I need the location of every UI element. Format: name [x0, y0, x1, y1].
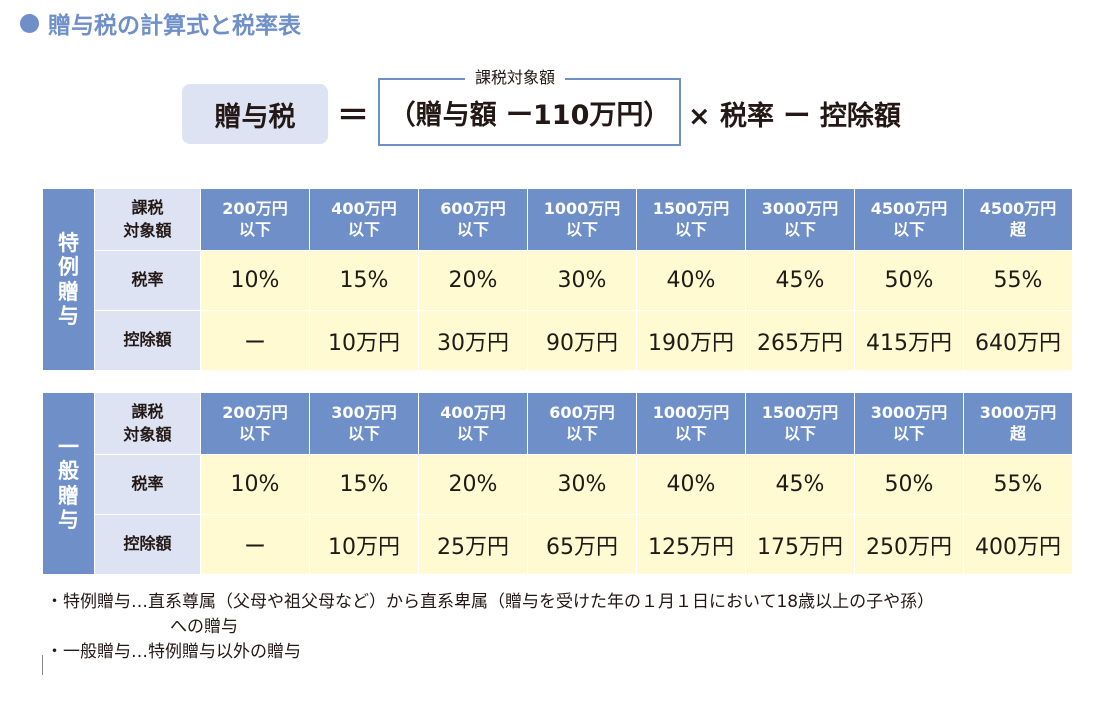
- table-side-label: 一般贈与: [42, 392, 95, 575]
- deduction-cell: 65万円: [527, 514, 637, 575]
- rate-cell: 55%: [963, 250, 1073, 311]
- rate-cell: 15%: [309, 454, 419, 515]
- bracket-cell: 1500万円 以下: [745, 392, 855, 455]
- bracket-cell: 1000万円 以下: [527, 188, 637, 251]
- bracket-cell: 1000万円 以下: [636, 392, 746, 455]
- row-label-deduction: 控除額: [94, 514, 201, 575]
- bracket-cell: 400万円 以下: [418, 392, 528, 455]
- formula-equals: ＝: [336, 96, 369, 134]
- note-general: ・一般贈与…特例贈与以外の贈与: [46, 642, 301, 662]
- bracket-cell: 1500万円 以下: [636, 188, 746, 251]
- notes: ・特例贈与…直系尊属（父母や祖父母など）から直系卑属（贈与を受けた年の１月１日に…: [46, 590, 934, 665]
- deduction-cell: 175万円: [745, 514, 855, 575]
- rate-cell: 30%: [527, 250, 637, 311]
- deduction-cell: 265万円: [745, 310, 855, 371]
- rate-cell: 50%: [854, 250, 964, 311]
- deduction-cell: 10万円: [309, 514, 419, 575]
- rate-cell: 45%: [745, 454, 855, 515]
- bracket-cell: 600万円 以下: [527, 392, 637, 455]
- rate-cell: 40%: [636, 454, 746, 515]
- rate-cell: 40%: [636, 250, 746, 311]
- note-special: ・特例贈与…直系尊属（父母や祖父母など）から直系卑属（贈与を受けた年の１月１日に…: [46, 592, 935, 612]
- deduction-cell: 190万円: [636, 310, 746, 371]
- deduction-cell: 250万円: [854, 514, 964, 575]
- bracket-cell: 3000万円超: [963, 392, 1073, 455]
- bracket-cell: 400万円 以下: [309, 188, 419, 251]
- deduction-cell: 415万円: [854, 310, 964, 371]
- taxable-expression: （贈与額 ー110万円）: [388, 99, 671, 131]
- rate-cell: 50%: [854, 454, 964, 515]
- rate-row: 税率 10% 15% 20% 30% 40% 45% 50% 55%: [43, 454, 1073, 515]
- rate-cell: 10%: [200, 250, 310, 311]
- bracket-cell: 600万円 以下: [418, 188, 528, 251]
- row-label-rate: 税率: [94, 250, 201, 311]
- deduction-cell: 10万円: [309, 310, 419, 371]
- bracket-cell: 4500万円 以下: [854, 188, 964, 251]
- bullet-icon: [20, 13, 39, 33]
- rate-cell: 20%: [418, 454, 528, 515]
- bracket-row: 特例贈与課税 対象額 200万円 以下 400万円 以下 600万円 以下 1000万円 以下 15…: [42, 188, 1073, 371]
- bracket-cell: 200万円 以下: [200, 188, 310, 251]
- bracket-cell: 3000万円 以下: [854, 392, 964, 455]
- row-label-deduction: 控除額: [94, 310, 201, 371]
- section-title: 贈与税の計算式と税率表: [20, 6, 301, 40]
- row-label-taxable: 課税 対象額: [94, 392, 201, 455]
- rate-cell: 45%: [745, 250, 855, 311]
- bracket-cell: 3000万円 以下: [745, 188, 855, 251]
- formula-rest: × 税率 ー 控除額: [688, 101, 901, 132]
- rate-cell: 15%: [309, 250, 419, 311]
- deduction-cell: ー: [200, 310, 310, 371]
- bracket-cell: 200万円 以下: [200, 392, 310, 455]
- row-label-rate: 税率: [94, 454, 201, 515]
- table-side-label: 特例贈与: [42, 188, 95, 371]
- rate-cell: 10%: [200, 454, 310, 515]
- special-gift-table: 特例贈与課税 対象額 200万円 以下 400万円 以下 600万円 以下 1000万円 以下 15…: [42, 188, 1073, 371]
- taxable-amount-box: （贈与額 ー110万円）: [378, 78, 681, 146]
- rate-cell: 55%: [963, 454, 1073, 515]
- deduction-cell: ー: [200, 514, 310, 575]
- deduction-row: 控除額ー 10万円 25万円 65万円 125万円 175万円 250万円 400万円: [43, 514, 1073, 575]
- deduction-cell: 25万円: [418, 514, 528, 575]
- rate-cell: 20%: [418, 250, 528, 311]
- row-label-taxable: 課税 対象額: [94, 188, 201, 251]
- note-special-cont: への贈与: [170, 617, 238, 637]
- bracket-row: 一般贈与課税 対象額 200万円 以下 300万円 以下 400万円 以下 600万円 以下 100…: [42, 392, 1073, 575]
- note-divider: [42, 655, 43, 675]
- section-title-text: 贈与税の計算式と税率表: [48, 13, 301, 39]
- formula-label: 贈与税: [182, 84, 328, 144]
- deduction-cell: 125万円: [636, 514, 746, 575]
- general-gift-table: 一般贈与課税 対象額 200万円 以下 300万円 以下 400万円 以下 600万円 以下 100…: [42, 392, 1073, 575]
- rate-row: 税率 10% 15% 20% 30% 40% 45% 50% 55%: [43, 250, 1073, 311]
- rate-cell: 30%: [527, 454, 637, 515]
- deduction-cell: 640万円: [963, 310, 1073, 371]
- deduction-row: 控除額ー 10万円 30万円 90万円 190万円 265万円 415万円 640万円: [43, 310, 1073, 371]
- bracket-cell: 300万円 以下: [309, 392, 419, 455]
- deduction-cell: 400万円: [963, 514, 1073, 575]
- bracket-cell: 4500万円超: [963, 188, 1073, 251]
- deduction-cell: 30万円: [418, 310, 528, 371]
- taxable-caption: 課税対象額: [465, 64, 566, 88]
- deduction-cell: 90万円: [527, 310, 637, 371]
